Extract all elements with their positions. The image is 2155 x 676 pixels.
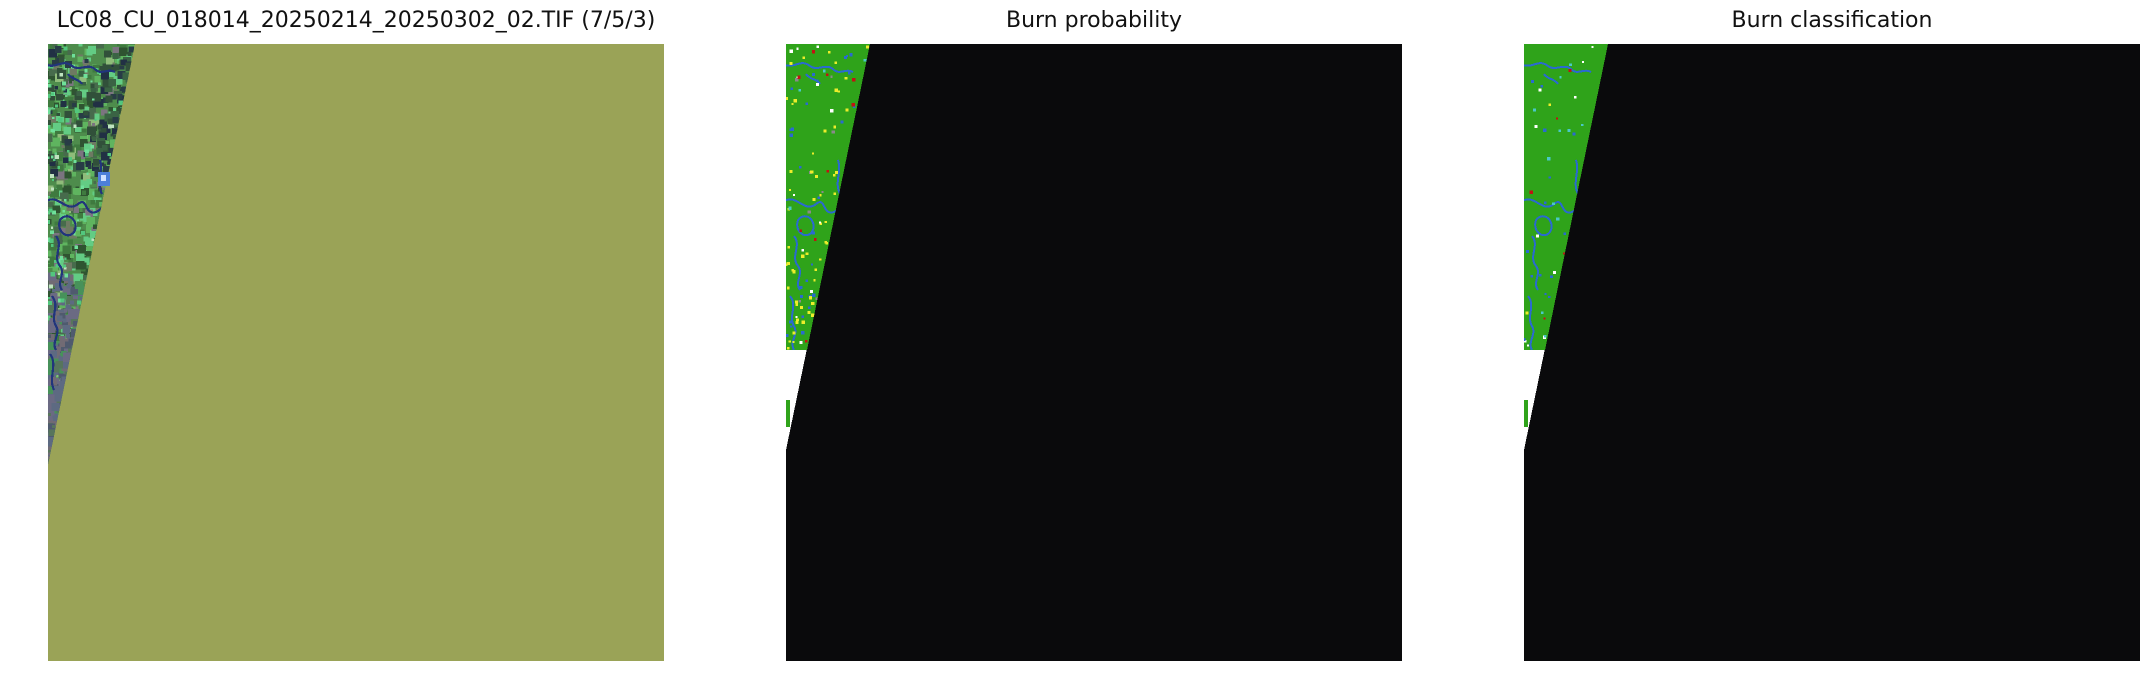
- composite-satellite-image: [48, 44, 664, 661]
- panel-title-burn-classification: Burn classification: [1731, 8, 1933, 33]
- burn-classification-map: [1524, 44, 2140, 661]
- composite-image-panel: [48, 44, 664, 661]
- burn-probability-map: [786, 44, 1402, 661]
- panel-title-composite: LC08_CU_018014_20250214_20250302_02.TIF …: [56, 8, 656, 33]
- panel-title-burn-probability: Burn probability: [1005, 8, 1182, 33]
- burn-classification-panel: [1524, 44, 2140, 661]
- burn-probability-panel: [786, 44, 1402, 661]
